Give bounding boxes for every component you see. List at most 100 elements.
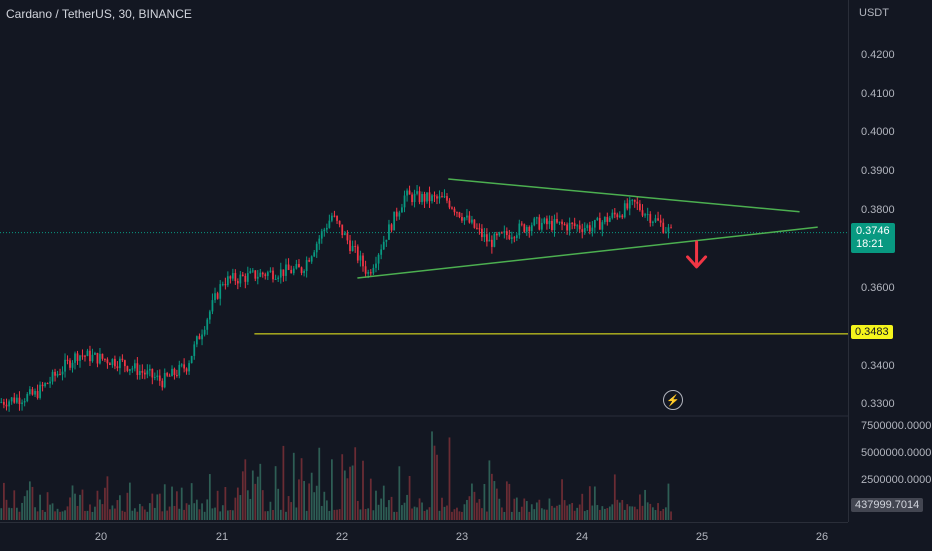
candle-body	[81, 355, 84, 357]
time-tick: 20	[94, 531, 108, 543]
candle-body	[131, 368, 134, 370]
bar-countdown: 18:21	[856, 238, 884, 250]
volume-bar	[578, 504, 581, 520]
volume-bar	[418, 498, 421, 520]
candle-body	[41, 384, 44, 387]
volume-bar	[136, 511, 139, 520]
volume-bar	[305, 510, 308, 520]
volume-bar	[436, 454, 438, 520]
candle-body	[561, 221, 563, 225]
volume-bar	[94, 506, 96, 520]
volume-bar	[241, 471, 244, 520]
volume-bar	[287, 496, 290, 520]
volume-bar	[126, 492, 129, 520]
volume-bar	[483, 483, 486, 520]
candle-body	[330, 215, 333, 221]
candle-body	[593, 220, 596, 228]
candle-body	[606, 216, 609, 222]
volume-bar	[628, 506, 631, 520]
volume-bar	[175, 491, 178, 520]
volume-bar	[546, 509, 548, 520]
candle-body	[393, 211, 396, 231]
price-tick: 0.3900	[861, 165, 895, 177]
candle-body	[190, 355, 193, 364]
candle-body	[287, 264, 290, 270]
candle-body	[261, 272, 264, 275]
candle-body	[74, 353, 76, 363]
candle-body	[349, 240, 351, 252]
candle-body	[259, 272, 262, 277]
candle-body	[44, 383, 46, 387]
lightning-icon[interactable]: ⚡	[663, 390, 683, 410]
candle-body	[538, 217, 541, 230]
volume-bar	[466, 499, 468, 520]
chart-area[interactable]: Cardano / TetherUS, 30, BINANCE ⚡	[0, 0, 848, 522]
down-arrow-head	[686, 255, 708, 269]
time-tick: 25	[695, 531, 709, 543]
candle-body	[292, 268, 295, 274]
candle-body	[264, 274, 267, 276]
volume-bar	[515, 497, 518, 520]
candle-body	[571, 222, 574, 224]
candle-body	[406, 190, 408, 196]
candle-body	[214, 293, 216, 301]
candle-body	[628, 200, 631, 209]
volume-bar	[28, 481, 31, 520]
volume-bar	[406, 494, 408, 520]
volume-bar	[264, 511, 267, 520]
volume-bar	[568, 504, 571, 520]
volume-bar	[166, 510, 169, 520]
volume-bar	[308, 483, 311, 520]
volume-bar	[325, 500, 328, 520]
volume-bar	[221, 505, 224, 520]
candle-body	[234, 273, 237, 282]
candle-body	[18, 397, 21, 405]
volume-bar	[190, 483, 193, 520]
volume-bar	[606, 508, 609, 520]
candle-body	[481, 228, 483, 238]
volume-bar	[81, 489, 84, 520]
candle-body	[613, 212, 616, 215]
candle-body	[166, 373, 169, 376]
volume-bar	[588, 486, 591, 520]
chart-title: Cardano / TetherUS, 30, BINANCE	[6, 7, 192, 21]
volume-bar	[461, 511, 463, 520]
candle-body	[453, 208, 456, 213]
candle-body	[546, 218, 548, 225]
time-axis[interactable]: 20 21 22 23 24 25 26	[0, 522, 848, 551]
volume-bar	[211, 508, 214, 520]
volume-bar	[495, 488, 498, 520]
candle-body	[341, 224, 344, 236]
candle-body	[581, 229, 584, 232]
volume-bar	[623, 509, 626, 520]
candle-body	[369, 272, 372, 274]
candle-body	[548, 220, 551, 225]
volume-bar	[66, 506, 69, 520]
volume-bar	[403, 502, 406, 520]
price-axis[interactable]: USDT 0.4200 0.4100 0.4000 0.3900 0.3800 …	[848, 0, 932, 522]
volume-bar	[593, 486, 596, 520]
volume-bar	[143, 509, 146, 520]
volume-bar	[5, 499, 8, 520]
candle-body	[611, 212, 614, 218]
volume-bar	[133, 508, 136, 520]
volume-bar	[601, 506, 604, 520]
volume-bar	[21, 502, 23, 520]
candle-body	[568, 222, 571, 231]
volume-bar	[573, 510, 576, 520]
volume-bar	[116, 500, 119, 520]
price-chart[interactable]	[0, 0, 848, 522]
candle-body	[543, 218, 546, 223]
last-price-value: 0.3746	[856, 225, 890, 237]
volume-bar	[39, 494, 41, 520]
volume-bar	[341, 454, 344, 520]
candle-body	[659, 220, 662, 223]
volume-bar	[649, 503, 652, 520]
volume-bar	[401, 505, 403, 520]
volume-bar	[377, 504, 380, 520]
volume-bar	[214, 507, 216, 520]
volume-bar	[261, 490, 264, 520]
volume-bar	[226, 510, 229, 520]
volume-bar	[298, 479, 300, 520]
volume-bar	[254, 483, 257, 520]
